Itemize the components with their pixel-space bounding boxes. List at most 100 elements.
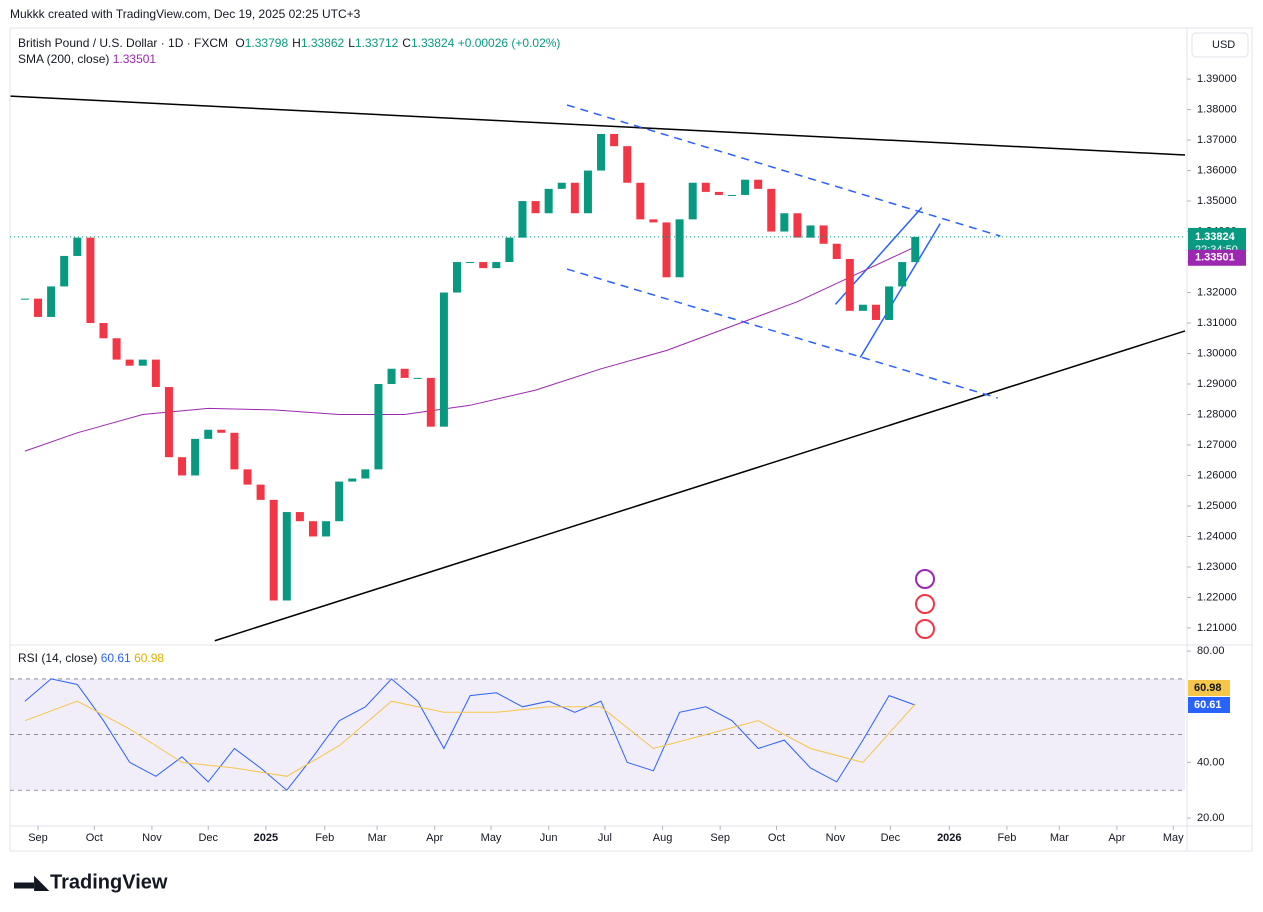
candle	[178, 457, 187, 476]
candle	[662, 222, 671, 278]
candle	[793, 213, 802, 238]
trend-line	[566, 104, 1001, 237]
price-label: 1.33824	[1195, 231, 1236, 243]
candle	[649, 219, 658, 223]
candle	[20, 298, 29, 300]
candle	[426, 377, 435, 427]
candle	[871, 304, 880, 320]
candle	[466, 262, 475, 264]
candle	[597, 133, 606, 171]
candle	[439, 292, 448, 427]
legend: British Pound / U.S. Dollar · 1D · FXCM …	[18, 36, 560, 50]
candle	[204, 429, 213, 439]
sma-legend: SMA (200, close) 1.33501	[18, 52, 156, 66]
x-tick-label: May	[1163, 832, 1184, 844]
x-tick-label: Nov	[826, 832, 846, 844]
candle	[413, 377, 422, 379]
candle	[492, 262, 501, 269]
ohlc-value: 1.33862	[300, 36, 345, 50]
sma-label: 1.33501	[1195, 252, 1235, 264]
line	[24, 700, 916, 777]
candle	[741, 179, 750, 195]
x-tick-label: Mar	[368, 832, 387, 844]
x-tick-label: Jul	[598, 832, 612, 844]
ohlc: O1.33798 H1.33862 L1.33712 C1.33824	[231, 36, 454, 50]
x-tick-label: Dec	[881, 832, 901, 844]
x-tick-label: Feb	[997, 832, 1016, 844]
candle	[322, 521, 331, 537]
y-tick-label: 1.26000	[1197, 469, 1237, 481]
candle	[400, 368, 409, 378]
trend-line	[859, 223, 941, 358]
y-tick-label: 1.29000	[1197, 378, 1237, 390]
y-tick-label: 1.32000	[1197, 286, 1237, 298]
x-tick-label: Aug	[653, 832, 673, 844]
candle	[780, 213, 789, 232]
y-tick-label: 1.31000	[1197, 317, 1237, 329]
candle	[230, 432, 239, 470]
rsi-legend: RSI (14, close) 60.61 60.98	[18, 651, 164, 665]
x-tick-label: Nov	[142, 832, 162, 844]
x-tick-label: 2026	[937, 832, 961, 844]
ohlc-label: C	[402, 36, 411, 50]
y-tick-label: 1.24000	[1197, 530, 1237, 542]
candle	[754, 179, 763, 189]
candle	[295, 512, 304, 522]
candle	[518, 201, 527, 238]
currency-button[interactable]	[1191, 32, 1249, 58]
rsi-label: 60.61	[1194, 699, 1222, 711]
ohlc-value: 1.33798	[244, 36, 289, 50]
candle	[269, 499, 278, 601]
candle	[217, 429, 226, 433]
y-tick-label: 1.30000	[1197, 347, 1237, 359]
x-tick-label: Jun	[540, 832, 558, 844]
logo: TradingView	[50, 871, 168, 893]
candle	[99, 323, 108, 339]
y-tick-label: 1.38000	[1197, 103, 1237, 115]
x-tick-label: Dec	[198, 832, 218, 844]
candle	[335, 481, 344, 522]
candle	[544, 188, 553, 214]
y-tick-label: 1.27000	[1197, 439, 1237, 451]
candle	[374, 383, 383, 470]
candle	[282, 512, 291, 601]
sma-name: SMA (200, close)	[18, 52, 110, 66]
y-tick-label: 1.35000	[1197, 195, 1237, 207]
y-tick-label: 80.00	[1197, 645, 1225, 657]
candle	[164, 387, 173, 458]
candle	[387, 368, 396, 384]
candle	[138, 359, 147, 366]
candle	[845, 258, 854, 311]
candle	[701, 182, 710, 192]
trend-line	[566, 268, 998, 399]
y-tick-label: 20.00	[1197, 812, 1225, 824]
candle	[858, 304, 867, 311]
candle	[348, 478, 357, 482]
currency[interactable]: USD	[1212, 39, 1235, 51]
candle	[34, 298, 43, 317]
candle	[308, 521, 317, 537]
candle	[191, 438, 200, 476]
y-tick-label: 1.23000	[1197, 561, 1237, 573]
candle	[479, 262, 488, 269]
candle	[86, 237, 95, 324]
trend-line	[214, 330, 1186, 642]
y-tick-label: 1.25000	[1197, 500, 1237, 512]
candle	[688, 182, 697, 220]
candle	[623, 146, 632, 183]
x-tick-label: Apr	[1108, 832, 1125, 844]
x-tick-label: Feb	[315, 832, 334, 844]
sma-value: 1.33501	[112, 52, 157, 66]
rsi-label-box	[1188, 697, 1230, 713]
logo-mark: ▬◣	[14, 871, 50, 893]
rsi-title: RSI (14, close)	[18, 651, 98, 665]
ohlc-label: O	[235, 36, 245, 50]
y-tick-label: 40.00	[1197, 756, 1225, 768]
candle	[636, 182, 645, 220]
y-tick-label: 1.37000	[1197, 134, 1237, 146]
frame	[9, 27, 1253, 852]
y-tick-label: 1.39000	[1197, 73, 1237, 85]
candle	[125, 359, 134, 366]
candle	[453, 262, 462, 293]
